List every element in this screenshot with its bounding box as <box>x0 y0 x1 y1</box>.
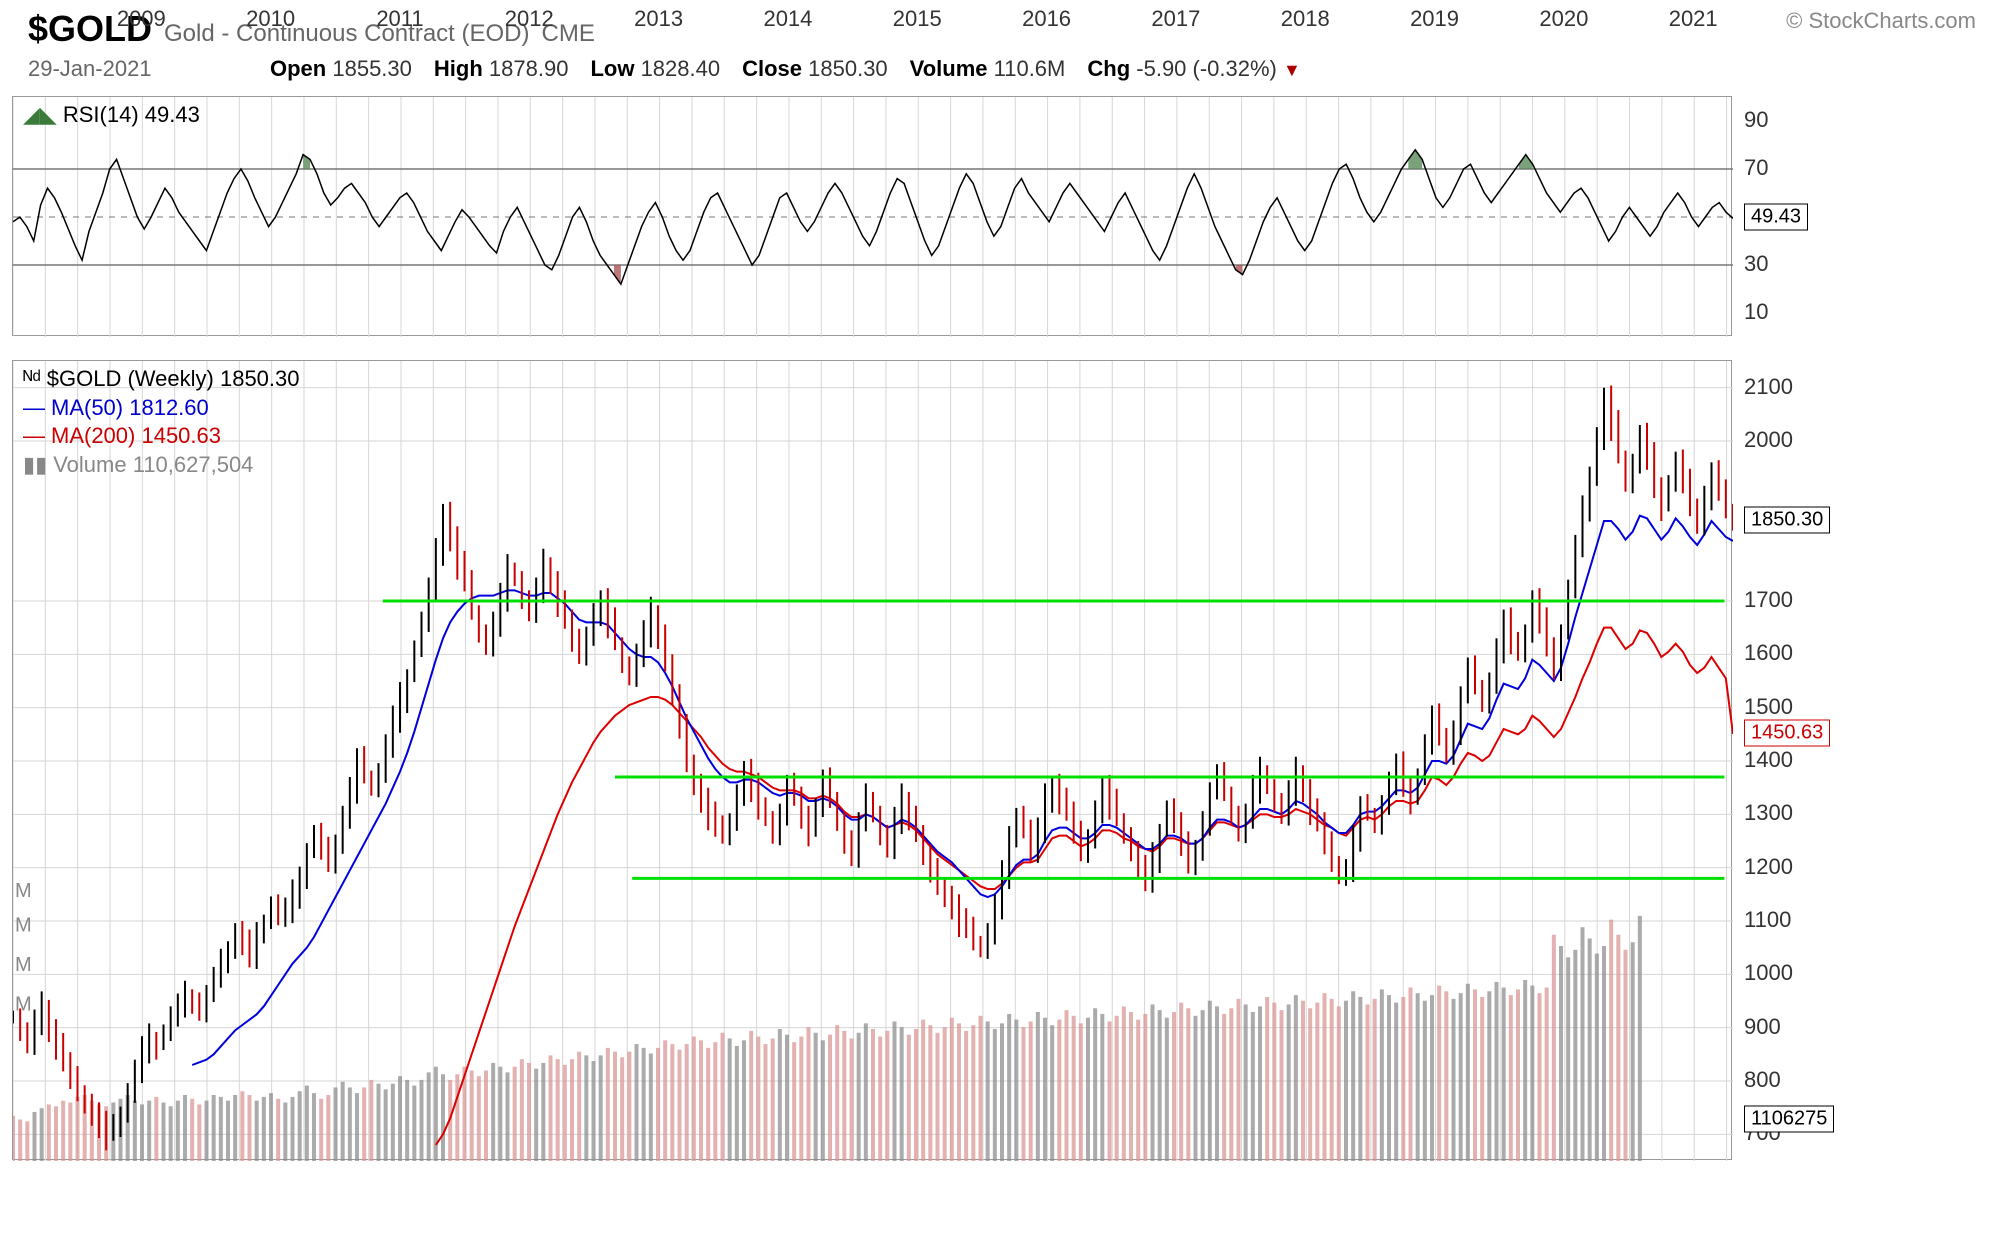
svg-text:M: M <box>15 880 32 902</box>
ma200-tag: 1450.63 <box>1744 719 1830 746</box>
volume-current-tag: 1106275 <box>1744 1105 1834 1132</box>
price-title: $GOLD (Weekly) 1850.30 <box>47 365 300 394</box>
price-ytick: 1100 <box>1744 907 1791 933</box>
price-ytick: 1300 <box>1744 800 1793 826</box>
open-label: Open <box>270 56 326 81</box>
price-ytick: 2100 <box>1744 374 1793 400</box>
vol-legend-label: Volume 110,627,504 <box>53 451 253 480</box>
svg-text:M: M <box>15 914 32 936</box>
attribution-label: © StockCharts.com <box>1786 8 1976 34</box>
price-current-tag: 1850.30 <box>1744 506 1830 533</box>
ticker-description: Gold - Continuous Contract (EOD) <box>164 20 529 48</box>
price-ytick: 800 <box>1744 1067 1781 1093</box>
price-legend: ᴺᵈ $GOLD (Weekly) 1850.30 —MA(50) 1812.6… <box>23 365 300 479</box>
x-tick-year: 2010 <box>246 6 295 32</box>
volume-value: 110.6M <box>994 56 1066 81</box>
high-value: 1878.90 <box>489 56 569 81</box>
price-chart: MMMM <box>13 361 1733 1161</box>
price-panel: MMMM ᴺᵈ $GOLD (Weekly) 1850.30 —MA(50) 1… <box>12 360 1732 1160</box>
rsi-ytick: 90 <box>1744 107 1768 133</box>
chg-label: Chg <box>1087 56 1130 81</box>
low-label: Low <box>590 56 634 81</box>
low-value: 1828.40 <box>641 56 721 81</box>
rsi-ytick: 70 <box>1744 155 1768 181</box>
x-tick-year: 2015 <box>893 6 942 32</box>
close-value: 1850.30 <box>808 56 888 81</box>
ma50-label: MA(50) 1812.60 <box>51 394 209 423</box>
rsi-area-icon: ◢◣ <box>23 101 57 130</box>
date-label: 29-Jan-2021 <box>28 56 248 82</box>
line-icon: — <box>23 394 45 423</box>
line-icon: — <box>23 422 45 451</box>
x-tick-year: 2019 <box>1410 6 1459 32</box>
high-label: High <box>434 56 483 81</box>
x-tick-year: 2013 <box>634 6 683 32</box>
ohlc-row: 29-Jan-2021 Open 1855.30 High 1878.90 Lo… <box>28 56 1976 82</box>
volume-label: Volume <box>910 56 988 81</box>
chg-value: -5.90 (-0.32%) <box>1136 56 1277 81</box>
rsi-current-tag: 49.43 <box>1744 204 1808 231</box>
rsi-panel: ◢◣RSI(14) 49.43 <box>12 96 1732 336</box>
x-tick-year: 2016 <box>1022 6 1071 32</box>
rsi-legend: ◢◣RSI(14) 49.43 <box>23 101 200 130</box>
svg-text:M: M <box>15 954 32 976</box>
price-ytick: 1400 <box>1744 747 1793 773</box>
bar-icon: ▮▮ <box>23 451 47 480</box>
price-ytick: 2000 <box>1744 427 1793 453</box>
price-ytick: 900 <box>1744 1014 1781 1040</box>
open-value: 1855.30 <box>332 56 412 81</box>
rsi-ytick: 30 <box>1744 251 1768 277</box>
candle-icon: ᴺᵈ <box>23 365 41 394</box>
rsi-chart <box>13 97 1733 337</box>
x-tick-year: 2017 <box>1151 6 1200 32</box>
x-tick-year: 2021 <box>1669 6 1718 32</box>
price-ytick: 1000 <box>1744 960 1793 986</box>
price-ytick: 1600 <box>1744 640 1793 666</box>
price-ytick: 1200 <box>1744 854 1793 880</box>
down-arrow-icon: ▼ <box>1283 60 1301 80</box>
x-tick-year: 2018 <box>1281 6 1330 32</box>
price-ytick: 1500 <box>1744 694 1793 720</box>
close-label: Close <box>742 56 802 81</box>
x-tick-year: 2012 <box>505 6 554 32</box>
rsi-label: RSI(14) 49.43 <box>63 101 200 130</box>
price-ytick: 1700 <box>1744 587 1793 613</box>
rsi-ytick: 10 <box>1744 299 1768 325</box>
x-tick-year: 2011 <box>376 6 423 32</box>
x-tick-year: 2020 <box>1539 6 1588 32</box>
x-tick-year: 2014 <box>763 6 812 32</box>
stockchart-container: $GOLD Gold - Continuous Contract (EOD) C… <box>0 0 2004 1258</box>
svg-text:M: M <box>15 994 32 1016</box>
x-tick-year: 2009 <box>117 6 166 32</box>
ma200-label: MA(200) 1450.63 <box>51 422 221 451</box>
